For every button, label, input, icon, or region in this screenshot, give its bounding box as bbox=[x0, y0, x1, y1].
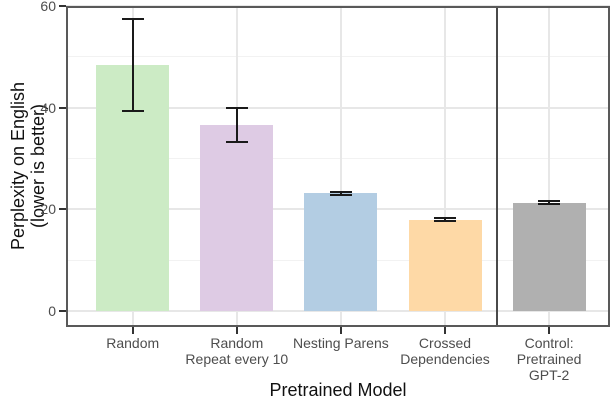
error-bar-cap-top bbox=[434, 217, 456, 220]
x-axis-tick bbox=[131, 327, 134, 334]
bar bbox=[408, 219, 482, 311]
error-bar-whisker bbox=[339, 191, 342, 195]
major-gridline bbox=[66, 106, 610, 109]
error-bar-cap-top bbox=[121, 18, 144, 21]
minor-gridline bbox=[66, 158, 610, 159]
y-axis-title: Perplexity on English (lower is better) bbox=[8, 81, 48, 251]
error-bar-whisker bbox=[131, 19, 134, 112]
x-axis-tick bbox=[235, 327, 238, 334]
y-tick-label: 0 bbox=[48, 303, 56, 319]
x-tick-label: Nesting Parens bbox=[293, 335, 389, 351]
control-divider-line bbox=[496, 6, 499, 327]
error-bar-cap-bottom bbox=[121, 110, 144, 113]
vertical-gridline bbox=[339, 6, 342, 327]
error-bar-cap-bottom bbox=[434, 219, 456, 222]
vertical-gridline bbox=[444, 6, 446, 327]
error-bar-cap-bottom bbox=[329, 193, 352, 196]
x-tick-label: Random bbox=[106, 335, 160, 351]
plot-panel bbox=[66, 5, 610, 327]
bar bbox=[304, 193, 378, 311]
x-axis-tick bbox=[339, 327, 342, 334]
y-axis-tick bbox=[59, 5, 66, 7]
x-tick-label: Control: Pretrained GPT-2 bbox=[516, 335, 582, 383]
x-tick-label: Crossed Dependencies bbox=[400, 335, 490, 367]
y-tick-label: 20 bbox=[40, 201, 56, 218]
y-tick-label: 60 bbox=[40, 0, 56, 14]
error-bar-cap-bottom bbox=[538, 203, 561, 206]
error-bar-whisker bbox=[235, 107, 238, 142]
error-bar-cap-top bbox=[538, 200, 561, 203]
error-bar-cap-top bbox=[329, 190, 352, 193]
error-bar-cap-top bbox=[225, 106, 248, 109]
bar bbox=[200, 124, 274, 311]
bar bbox=[512, 202, 586, 311]
x-axis-title: Pretrained Model bbox=[269, 380, 407, 400]
x-axis-tick bbox=[444, 327, 446, 334]
error-bar-whisker bbox=[548, 201, 551, 205]
major-gridline bbox=[66, 310, 610, 312]
y-tick-label: 40 bbox=[40, 99, 56, 116]
x-tick-label: Random Repeat every 10 bbox=[185, 335, 289, 367]
error-bar-cap-bottom bbox=[225, 140, 248, 143]
y-axis-tick bbox=[59, 310, 66, 312]
y-axis-tick bbox=[59, 208, 66, 211]
minor-gridline bbox=[66, 56, 610, 58]
x-axis-tick bbox=[548, 327, 551, 334]
error-bar-whisker bbox=[444, 218, 446, 221]
y-axis-tick bbox=[59, 106, 66, 109]
vertical-gridline bbox=[548, 6, 551, 327]
major-gridline bbox=[66, 5, 610, 7]
